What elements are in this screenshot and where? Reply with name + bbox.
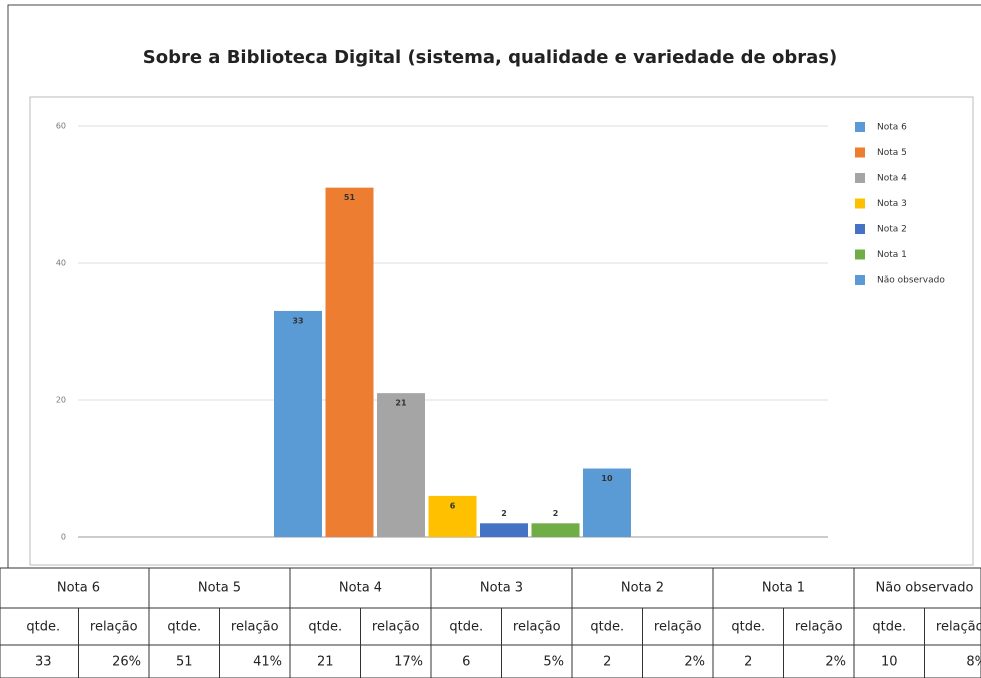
- table-qty: 2: [744, 655, 752, 670]
- table-qty: 10: [881, 655, 898, 670]
- legend-swatch: [855, 173, 865, 183]
- table-qty: 2: [603, 655, 611, 670]
- table-subheader: relação: [90, 620, 138, 635]
- table-share: 2%: [684, 655, 705, 670]
- table-subheader: relação: [936, 620, 981, 635]
- table-bg: [0, 567, 981, 678]
- table-subheader: qtde.: [26, 620, 60, 635]
- legend-label: Nota 5: [877, 148, 907, 158]
- table-qty: 51: [176, 655, 193, 670]
- table-group-header: Nota 4: [339, 581, 382, 596]
- table-subheader: relação: [795, 620, 843, 635]
- data-label: 2: [501, 509, 507, 518]
- table-qty: 33: [35, 655, 52, 670]
- table-qty: 6: [462, 655, 470, 670]
- data-label: 51: [344, 193, 356, 202]
- legend-label: Nota 1: [877, 250, 907, 260]
- table-share: 2%: [825, 655, 846, 670]
- bar: [480, 523, 528, 537]
- legend-label: Nota 6: [877, 123, 907, 133]
- bar: [583, 468, 631, 537]
- bar: [274, 310, 322, 537]
- table-subheader: qtde.: [872, 620, 906, 635]
- bar: [325, 187, 374, 537]
- bar: [428, 495, 477, 537]
- table-subheader: relação: [654, 620, 702, 635]
- table-group-header: Nota 3: [480, 581, 523, 596]
- legend-label: Nota 3: [877, 199, 907, 209]
- y-tick-label: 40: [56, 259, 66, 268]
- legend-swatch: [855, 249, 865, 260]
- bar: [531, 523, 580, 537]
- table-subheader: relação: [372, 620, 420, 635]
- table-subheader: qtde.: [308, 620, 342, 635]
- table-group-header: Nota 1: [762, 581, 805, 596]
- table-share: 8%: [966, 655, 981, 670]
- legend-label: Nota 2: [877, 225, 907, 235]
- table-subheader: qtde.: [590, 620, 624, 635]
- legend-swatch: [855, 122, 865, 132]
- table-group-header: Nota 6: [57, 581, 100, 596]
- table-group-header: Nota 5: [198, 581, 241, 596]
- table-group-header: Não observado: [876, 581, 974, 596]
- legend-swatch: [855, 147, 865, 158]
- table-share: 17%: [394, 655, 423, 670]
- data-label: 6: [450, 501, 456, 510]
- legend-label: Não observado: [877, 276, 945, 286]
- y-tick-label: 60: [56, 122, 66, 131]
- y-tick-label: 0: [61, 533, 66, 542]
- plot-frame: [29, 96, 974, 566]
- legend-label: Nota 4: [877, 174, 907, 184]
- table-share: 5%: [543, 655, 564, 670]
- data-label: 2: [553, 509, 559, 518]
- table-subheader: qtde.: [449, 620, 483, 635]
- legend-swatch: [855, 198, 865, 209]
- table-subheader: qtde.: [731, 620, 765, 635]
- table-share: 41%: [253, 655, 282, 670]
- chart-title: Sobre a Biblioteca Digital (sistema, qua…: [143, 47, 838, 68]
- table-subheader: relação: [231, 620, 279, 635]
- bar: [377, 393, 425, 537]
- table-group-header: Nota 2: [621, 581, 664, 596]
- data-label: 33: [292, 316, 303, 325]
- data-label: 10: [601, 474, 613, 483]
- table-share: 26%: [112, 655, 141, 670]
- legend-swatch: [855, 224, 865, 234]
- legend-swatch: [855, 275, 865, 285]
- y-tick-label: 20: [56, 396, 66, 405]
- data-label: 21: [395, 399, 407, 408]
- table-subheader: relação: [513, 620, 561, 635]
- table-subheader: qtde.: [167, 620, 201, 635]
- table-qty: 21: [317, 655, 334, 670]
